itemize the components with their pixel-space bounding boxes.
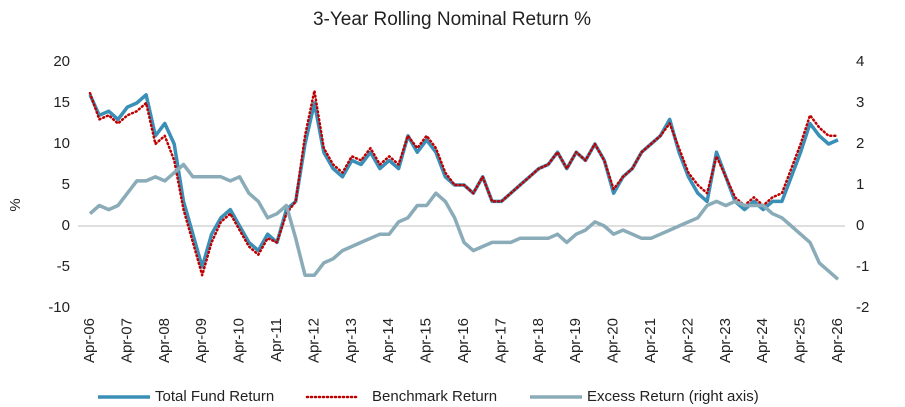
line-series — [88, 162, 840, 281]
x-tick-label: Apr-18 — [530, 318, 547, 363]
x-tick-label: Apr-10 — [231, 318, 248, 363]
x-tick-label: Apr-11 — [268, 318, 285, 362]
x-tick-label: Apr-26 — [829, 318, 846, 363]
y2-tick-label: 4 — [856, 53, 864, 70]
x-tick-label: Apr-09 — [193, 318, 210, 363]
y-axis-label: % — [7, 198, 24, 211]
x-tick-label: Apr-12 — [305, 318, 322, 363]
y2-tick-label: 2 — [856, 135, 864, 152]
x-tick-label: Apr-13 — [343, 318, 360, 363]
x-tick-label: Apr-23 — [717, 318, 734, 363]
y-tick-label: -5 — [57, 258, 70, 275]
y2-tick-label: 0 — [856, 217, 864, 234]
y2-tick-label: 1 — [856, 176, 864, 193]
y-tick-label: 10 — [53, 135, 70, 152]
y-tick-label: 5 — [62, 176, 70, 193]
x-tick-label: Apr-14 — [380, 318, 397, 363]
legend-label: Benchmark Return — [372, 388, 497, 405]
x-tick-label: Apr-07 — [118, 318, 135, 363]
x-tick-label: Apr-16 — [455, 318, 472, 363]
x-tick-label: Apr-06 — [81, 318, 98, 363]
y-tick-label: 15 — [53, 94, 70, 111]
y-tick-label: 20 — [53, 53, 70, 70]
x-tick-label: Apr-25 — [792, 318, 809, 363]
x-tick-label: Apr-19 — [567, 318, 584, 363]
x-tick-label: Apr-22 — [679, 318, 696, 363]
x-tick-label: Apr-21 — [642, 318, 659, 363]
x-tick-label: Apr-20 — [605, 318, 622, 363]
y-tick-label: -10 — [48, 299, 70, 316]
y-tick-label: 0 — [62, 217, 70, 234]
y2-tick-label: 3 — [856, 94, 864, 111]
legend-label: Total Fund Return — [155, 388, 274, 405]
x-tick-label: Apr-17 — [492, 318, 509, 363]
y2-tick-label: -2 — [856, 299, 869, 316]
chart-title: 3-Year Rolling Nominal Return % — [313, 9, 591, 30]
x-tick-label: Apr-08 — [156, 318, 173, 363]
x-tick-label: Apr-15 — [418, 318, 435, 363]
y2-tick-label: -1 — [856, 258, 869, 275]
legend-label: Excess Return (right axis) — [587, 388, 759, 405]
x-tick-label: Apr-24 — [754, 318, 771, 363]
line-series — [88, 89, 840, 277]
